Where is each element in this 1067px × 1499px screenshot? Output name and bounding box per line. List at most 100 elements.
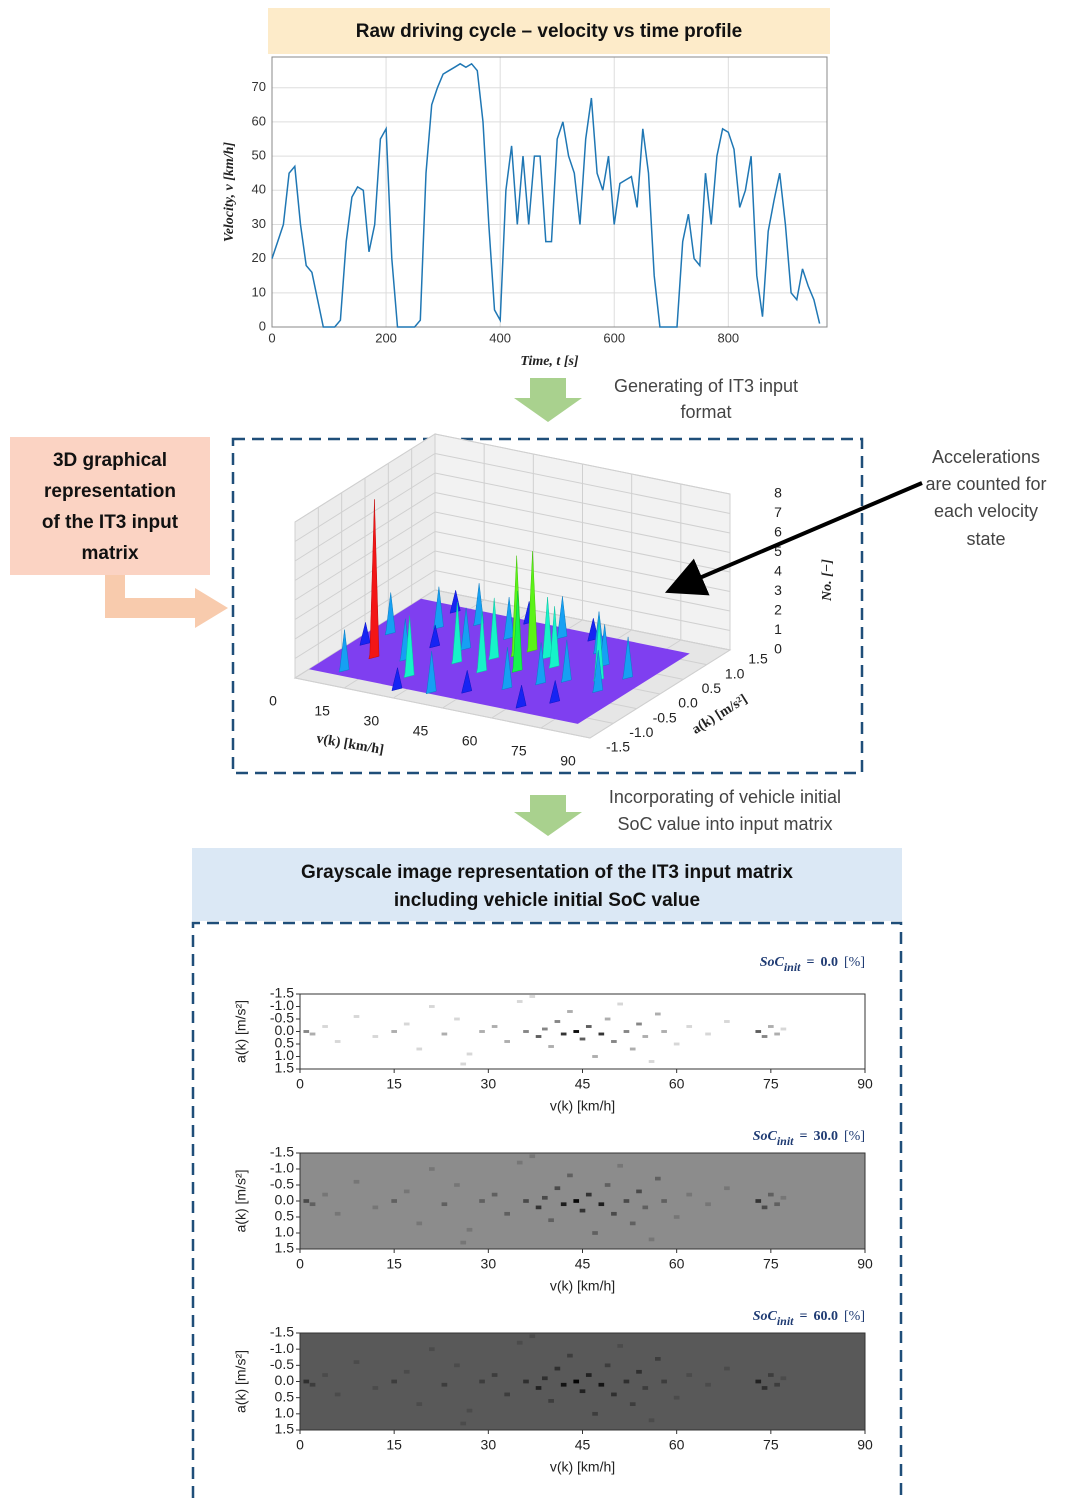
y-axis-label: Velocity, v [km/h]: [222, 142, 237, 243]
cell: [429, 1005, 435, 1008]
step-text: Incorporating of vehicle initial: [609, 787, 841, 807]
grid-line: [434, 492, 731, 553]
peak: [488, 597, 500, 661]
cell: [686, 1373, 693, 1377]
y-tick-label: -1.5: [270, 985, 294, 1001]
flow-arrow: [514, 378, 582, 422]
grid-line: [294, 453, 436, 542]
panel-title: SoCinit = 60.0 [%]: [753, 1309, 865, 1328]
cell: [780, 1195, 787, 1200]
cell: [441, 1382, 448, 1387]
cell: [629, 1402, 636, 1406]
grid-line: [434, 433, 731, 495]
peak: [432, 586, 444, 630]
cell: [460, 1062, 467, 1066]
y-tick-label: 10: [252, 284, 266, 299]
cell: [585, 1373, 592, 1377]
z-tick-label: 5: [774, 543, 782, 559]
peak: [384, 592, 396, 636]
cell: [523, 1030, 529, 1033]
panel-title: SoCinit = 30.0 [%]: [753, 1129, 865, 1148]
y-tick-label: 1.5: [748, 651, 768, 667]
cell: [491, 1025, 498, 1028]
x-tick-label: 0: [296, 1437, 304, 1453]
callout-text: 3D graphical: [53, 450, 167, 471]
cell: [322, 1192, 328, 1197]
cell: [585, 1192, 592, 1197]
callout-text: of the IT3 input: [42, 512, 179, 533]
y-tick-label: 1.5: [275, 1421, 295, 1437]
y-tick-label: 60: [252, 113, 266, 128]
cell: [655, 1176, 661, 1181]
panel-title-part: init: [777, 1314, 794, 1328]
cell: [322, 1373, 328, 1377]
cell: [755, 1379, 762, 1384]
cell: [334, 1392, 341, 1397]
cell: [466, 1227, 473, 1232]
cell: [592, 1231, 598, 1235]
cell: [334, 1211, 341, 1216]
grid-line: [294, 433, 436, 523]
x-tick-label: 90: [857, 1437, 873, 1453]
x-tick-label: 45: [413, 723, 429, 739]
cell: [560, 1032, 567, 1036]
grid-line: [294, 511, 436, 601]
peak: [593, 619, 604, 682]
cell: [554, 1366, 561, 1371]
y-tick-label: -1.5: [606, 739, 630, 755]
cell: [454, 1017, 460, 1021]
cell: [353, 1015, 360, 1018]
cell: [416, 1221, 423, 1226]
z-tick-label: 0: [774, 641, 782, 657]
y-tick-label: 0: [259, 318, 266, 333]
x-tick-label: 30: [364, 713, 380, 729]
cell: [617, 1002, 623, 1006]
y-axis-label: a(k) [m/s²]: [233, 1000, 249, 1063]
cell: [705, 1032, 711, 1036]
peak: [425, 651, 437, 695]
cell: [724, 1020, 730, 1023]
y-tick-label: -0.5: [653, 709, 677, 725]
cell: [579, 1208, 586, 1213]
cell: [460, 1240, 467, 1245]
cell: [573, 1379, 580, 1384]
cell: [303, 1379, 310, 1384]
grid-line: [434, 589, 731, 651]
cell: [535, 1035, 542, 1038]
cell: [560, 1202, 567, 1207]
x-tick-label: 200: [375, 330, 397, 345]
cell: [309, 1032, 316, 1036]
x-tick-label: 60: [669, 1256, 685, 1272]
panel-title-part: =: [800, 1309, 808, 1324]
y-tick-label: 1.5: [275, 1060, 295, 1076]
cell: [554, 1020, 561, 1023]
cell: [391, 1379, 397, 1384]
y-tick-label: 1.5: [275, 1240, 295, 1256]
panel-title-part: 30.0: [814, 1129, 839, 1144]
cell: [303, 1030, 310, 1033]
grid-line: [294, 677, 591, 739]
panel-title-part: 60.0: [814, 1309, 839, 1324]
callout-arrow: [105, 575, 228, 628]
header-text: Grayscale image representation of the IT…: [301, 862, 793, 883]
cell: [604, 1017, 611, 1021]
z-tick-label: 8: [774, 485, 782, 501]
line-chart: 0 10 20 30 40 50 60 70 0 200 400 600 800 Time, t [s] V…: [222, 56, 828, 369]
y-tick-label: -0.5: [270, 1010, 294, 1026]
cell: [479, 1030, 485, 1033]
y-axis-label: a(k) [m/s²]: [690, 692, 751, 738]
cell: [774, 1382, 780, 1387]
cell: [611, 1211, 617, 1216]
x-tick-label: 60: [669, 1076, 685, 1092]
cell: [761, 1205, 768, 1210]
y-tick-label: -0.5: [270, 1176, 294, 1192]
cell: [780, 1376, 787, 1381]
y-axis-label: a(k) [m/s²]: [233, 1170, 249, 1233]
peak: [549, 680, 561, 704]
x-tick-label: 60: [462, 733, 478, 749]
panel-title: SoCinit = 0.0 [%]: [760, 955, 865, 974]
x-tick-label: 60: [669, 1437, 685, 1453]
z-tick-label: 7: [774, 504, 782, 520]
cell: [429, 1167, 435, 1171]
note-text: Accelerations: [932, 447, 1040, 467]
